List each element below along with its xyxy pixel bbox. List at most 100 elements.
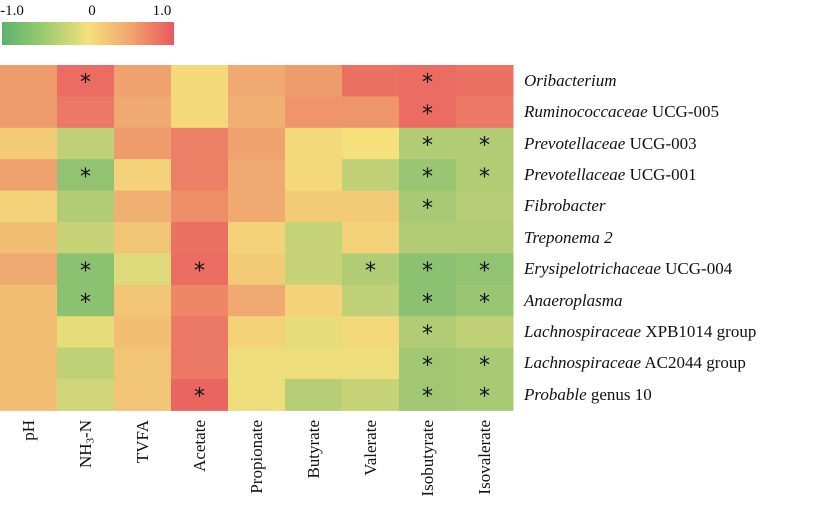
significance-marker: * (479, 259, 490, 284)
heatmap-cell (57, 222, 115, 254)
column-label: Isovalerate (474, 420, 494, 495)
significance-marker: * (479, 353, 490, 378)
heatmap-cell (399, 379, 457, 411)
significance-marker: * (422, 291, 433, 316)
row-label: Erysipelotrichaceae UCG-004 (524, 259, 732, 279)
heatmap-cell (0, 347, 58, 380)
row-label-suffix: UCG-004 (660, 259, 733, 279)
heatmap-cell (57, 253, 115, 286)
heatmap-cell (456, 253, 514, 286)
heatmap-cell (0, 159, 58, 192)
heatmap-cell (114, 96, 172, 129)
heatmap-cell (456, 190, 514, 223)
row-label: Treponema 2 (524, 228, 613, 248)
heatmap-cell (228, 65, 286, 97)
heatmap-cell (0, 284, 58, 317)
significance-marker: * (80, 291, 91, 316)
row-label: Fibrobacter (524, 196, 606, 216)
heatmap-cell (171, 96, 229, 129)
significance-marker: * (194, 385, 205, 410)
heatmap-cell (456, 347, 514, 380)
heatmap-cell (0, 316, 58, 349)
colorbar-tick-max: 1.0 (152, 3, 172, 19)
row-label-suffix: UCG-003 (625, 133, 697, 153)
heatmap-cell (114, 127, 172, 160)
significance-marker: * (422, 134, 433, 159)
heatmap-cell (342, 65, 400, 97)
row-label-suffix: XPB1014 group (641, 321, 757, 341)
heatmap-cell (228, 347, 286, 380)
significance-marker: * (365, 259, 376, 284)
heatmap-cell (57, 190, 115, 223)
heatmap-cell (456, 159, 514, 192)
heatmap-cell (114, 190, 172, 223)
heatmap-cell (285, 65, 343, 97)
heatmap-cell (171, 65, 229, 97)
significance-marker: * (422, 259, 433, 284)
heatmap-cell (342, 379, 400, 411)
row-label-italic: Probable (524, 384, 587, 404)
heatmap-cell (285, 347, 343, 380)
row-label-italic: Prevotellaceae (524, 133, 626, 153)
row-label-suffix: UCG-005 (647, 102, 719, 122)
heatmap-cell (399, 190, 457, 223)
column-label: Butyrate (303, 420, 323, 479)
heatmap-cell (171, 347, 229, 380)
heatmap-cell (57, 65, 115, 97)
heatmap-cell (456, 96, 514, 129)
heatmap-cell (57, 127, 115, 160)
heatmap-cell (285, 159, 343, 192)
heatmap-cell (0, 96, 58, 129)
heatmap-cell (0, 222, 58, 254)
heatmap-cell (171, 222, 229, 254)
heatmap-cell (57, 284, 115, 317)
heatmap-cell (0, 127, 58, 160)
heatmap-cell (114, 379, 172, 411)
heatmap-cell (342, 347, 400, 380)
heatmap-cell (399, 159, 457, 192)
heatmap-cell (57, 379, 115, 411)
heatmap-cell (0, 190, 58, 223)
row-label: Prevotellaceae UCG-001 (524, 165, 697, 185)
heatmap-cell (114, 316, 172, 349)
heatmap-cell (0, 379, 58, 411)
heatmap-cell (228, 222, 286, 254)
heatmap-cell (399, 96, 457, 129)
significance-marker: * (479, 291, 490, 316)
column-label: Propionate (246, 420, 266, 494)
column-label: pH (18, 420, 38, 441)
row-label-italic: Treponema 2 (524, 227, 613, 247)
heatmap-cell (456, 284, 514, 317)
heatmap-cell (285, 222, 343, 254)
heatmap-cell (228, 253, 286, 286)
row-label: Lachnospiraceae XPB1014 group (524, 322, 756, 342)
significance-marker: * (80, 165, 91, 190)
heatmap-cell (456, 379, 514, 411)
heatmap-cell (228, 96, 286, 129)
heatmap-cell (0, 65, 58, 97)
heatmap-cell (399, 222, 457, 254)
row-label-italic: Fibrobacter (524, 196, 606, 216)
heatmap-cell (285, 379, 343, 411)
heatmap-cell (399, 127, 457, 160)
row-label-italic: Lachnospiraceae (524, 321, 642, 341)
heatmap-cell (285, 127, 343, 160)
significance-marker: * (479, 134, 490, 159)
heatmap-cell (228, 190, 286, 223)
row-label-italic: Oribacterium (524, 70, 617, 90)
heatmap-cell (0, 253, 58, 286)
heatmap-cell (285, 96, 343, 129)
heatmap-cell (342, 222, 400, 254)
heatmap-cell (456, 316, 514, 349)
heatmap-cell (342, 284, 400, 317)
heatmap-cell (399, 253, 457, 286)
heatmap-cell (171, 127, 229, 160)
heatmap-cell (228, 379, 286, 411)
heatmap-cell (342, 253, 400, 286)
significance-marker: * (80, 259, 91, 284)
heatmap-cell (171, 379, 229, 411)
heatmap-cell (171, 316, 229, 349)
significance-marker: * (194, 259, 205, 284)
row-label: Prevotellaceae UCG-003 (524, 134, 697, 154)
